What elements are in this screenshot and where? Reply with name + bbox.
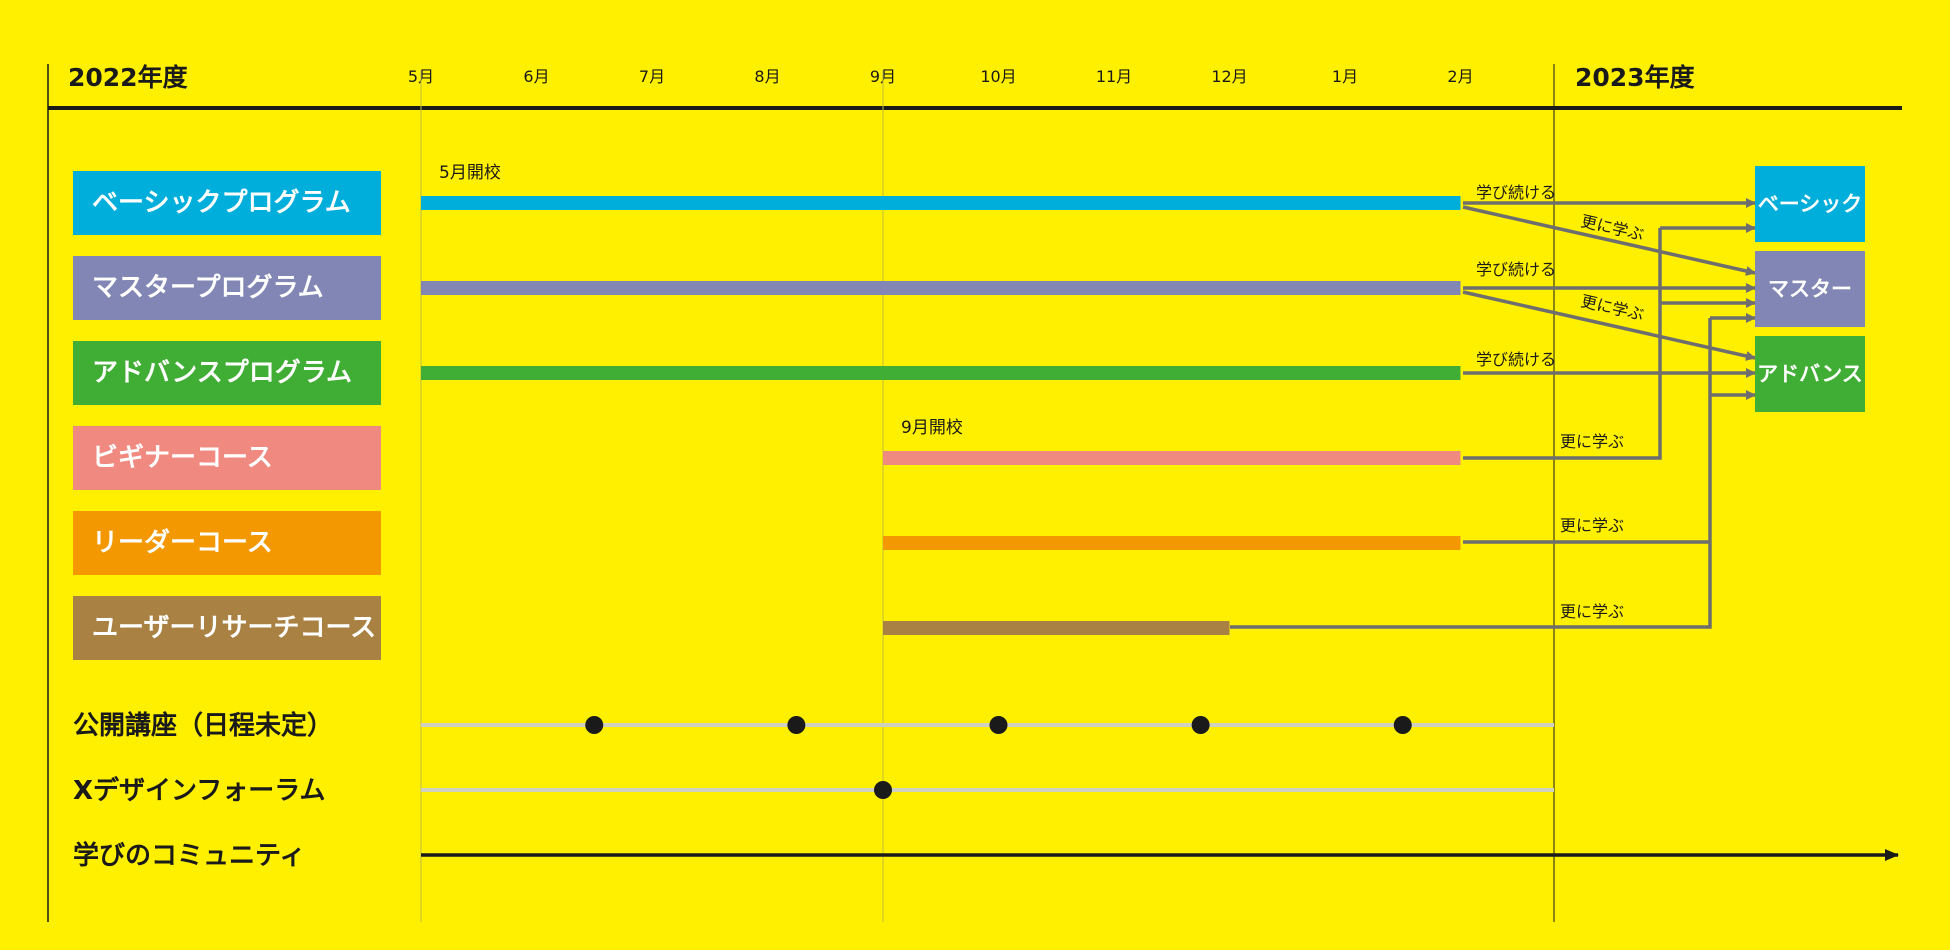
destination-label-master: マスター	[1768, 277, 1852, 301]
program-box-research	[73, 596, 381, 660]
month-label: 10月	[980, 67, 1016, 86]
event-label: 公開講座（日程未定）	[73, 710, 333, 741]
flow-labels: 学び続ける 更に学ぶ 学び続ける 更に学ぶ 学び続ける 更に学ぶ 更に学ぶ 更に…	[1476, 183, 1646, 621]
arrow-master-to-advance	[1462, 290, 1756, 361]
program-label-leader: リーダーコース	[92, 527, 273, 558]
connector-research	[1230, 318, 1712, 629]
destination-box-basic	[1755, 166, 1865, 242]
program-note-basic: 5月開校	[439, 163, 501, 183]
program-box-beginner	[73, 426, 381, 490]
event-row: 公開講座（日程未定）	[73, 710, 1554, 741]
program-row-beginner: ビギナーコース 9月開校	[73, 418, 1461, 490]
label-beginner-further: 更に学ぶ	[1560, 432, 1624, 451]
program-rows: ベーシックプログラム5月開校マスタープログラムアドバンスプログラムビギナーコース…	[73, 163, 1461, 660]
event-marker	[989, 716, 1008, 734]
event-marker	[585, 716, 604, 734]
destination-basic: ベーシック	[1755, 166, 1865, 242]
label-master-continue: 学び続ける	[1476, 260, 1556, 279]
event-row: Xデザインフォーラム	[73, 775, 1554, 806]
label-research-further: 更に学ぶ	[1560, 602, 1624, 621]
event-marker	[1393, 716, 1412, 734]
month-label: 2月	[1447, 67, 1473, 86]
program-row-advance: アドバンスプログラム	[73, 341, 1461, 405]
destination-advance: アドバンス	[1755, 336, 1865, 412]
event-label: 学びのコミュニティ	[73, 840, 305, 871]
month-axis: 5月 6月 7月 8月 9月 10月 11月 12月 1月 2月	[408, 67, 1474, 86]
month-label: 1月	[1332, 67, 1358, 86]
program-label-master: マスタープログラム	[92, 273, 324, 303]
program-bar-research	[883, 621, 1230, 635]
program-label-beginner: ビギナーコース	[92, 443, 273, 473]
program-bar-master	[421, 281, 1461, 295]
event-marker	[874, 781, 892, 799]
program-box-basic	[73, 171, 381, 235]
year-2023-label: 2023年度	[1575, 63, 1695, 92]
destination-label-advance: アドバンス	[1757, 362, 1863, 386]
program-note-beginner: 9月開校	[901, 418, 963, 438]
program-bar-basic	[421, 196, 1461, 210]
event-marker	[1191, 716, 1210, 734]
destination-master: マスター	[1755, 251, 1865, 327]
program-bar-beginner	[883, 451, 1461, 465]
month-label: 8月	[754, 67, 780, 86]
program-row-leader: リーダーコース	[73, 511, 1461, 575]
program-label-basic: ベーシックプログラム	[92, 188, 351, 218]
month-label: 6月	[523, 67, 549, 86]
label-basic-continue: 学び続ける	[1476, 183, 1556, 202]
program-row-master: マスタープログラム	[73, 256, 1461, 320]
program-box-master	[73, 256, 381, 320]
program-label-advance: アドバンスプログラム	[92, 358, 352, 388]
event-label: Xデザインフォーラム	[73, 775, 326, 806]
program-bar-advance	[421, 366, 1461, 380]
year-2022-label: 2022年度	[68, 63, 188, 92]
destination-box-master	[1755, 251, 1865, 327]
program-row-basic: ベーシックプログラム 5月開校	[73, 163, 1461, 235]
event-row: 学びのコミュニティ	[73, 840, 305, 871]
arrow-basic-to-master	[1462, 205, 1756, 276]
month-label: 11月	[1096, 67, 1132, 86]
program-label-research: ユーザーリサーチコース	[92, 613, 376, 643]
month-label: 7月	[639, 67, 665, 86]
label-advance-continue: 学び続ける	[1476, 350, 1556, 369]
program-box-leader	[73, 511, 381, 575]
event-marker	[787, 716, 806, 734]
destination-label-basic: ベーシック	[1758, 192, 1863, 216]
program-bar-leader	[883, 536, 1461, 550]
label-leader-further: 更に学ぶ	[1560, 516, 1624, 535]
program-box-advance	[73, 341, 381, 405]
program-row-research: ユーザーリサーチコース	[73, 596, 1230, 660]
destination-box-advance	[1755, 336, 1865, 412]
connector-arrows	[1230, 198, 1756, 629]
month-label: 12月	[1211, 67, 1247, 86]
